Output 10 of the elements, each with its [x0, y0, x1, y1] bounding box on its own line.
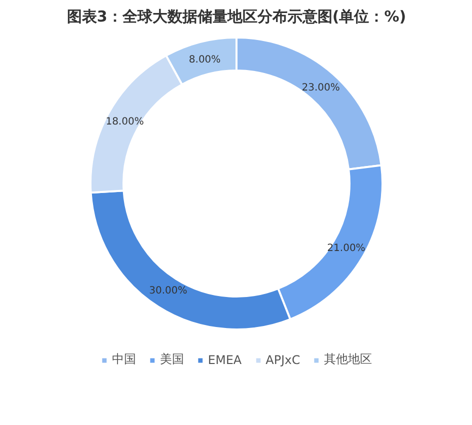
legend-label: APJxC	[266, 352, 300, 366]
legend-label: 中国	[112, 351, 136, 368]
legend-label: 其他地区	[324, 351, 372, 368]
data-label: 23.00%	[302, 82, 340, 94]
data-label: 8.00%	[188, 54, 221, 66]
legend-label: 美国	[160, 351, 184, 368]
legend-label: EMEA	[208, 352, 242, 366]
data-label: 30.00%	[149, 286, 188, 297]
data-label: 18.00%	[106, 116, 144, 128]
chart-title: 图表3：全球大数据储量地区分布示意图(单位：%)	[66, 8, 406, 26]
